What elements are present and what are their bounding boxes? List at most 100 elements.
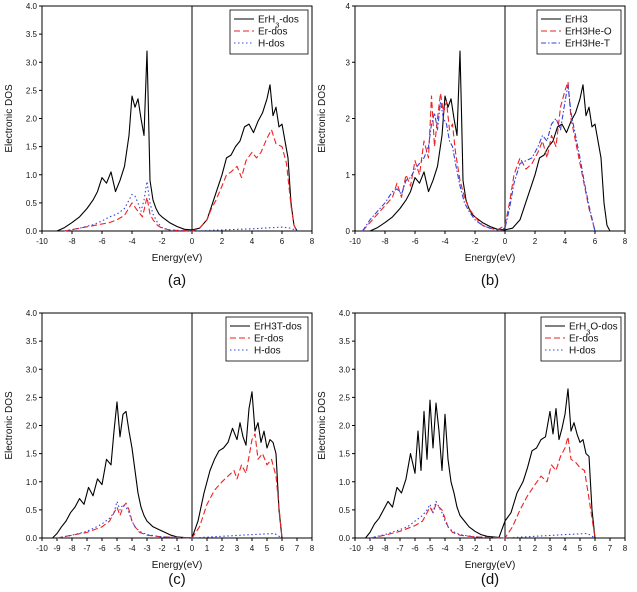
series-line (64, 129, 298, 232)
x-tick-label: -6 (98, 237, 106, 246)
y-axis-title: Electronic DOS (4, 84, 15, 153)
x-axis-title: Energy(eV) (465, 253, 516, 264)
x-tick-label: -8 (381, 237, 389, 246)
x-tick-label: 8 (623, 237, 628, 246)
x-tick-label: 6 (593, 544, 598, 553)
x-tick-label: 5 (265, 544, 270, 553)
x-axis-title: Energy(eV) (465, 560, 516, 571)
panel-caption: (a) (168, 272, 186, 289)
y-tick-label: 1.5 (339, 450, 351, 459)
legend-label: ErH3 (565, 15, 588, 26)
chart-panel: -10 -8 -6 -4 -2 0 2 4 6 8 0.0 0.5 1.0 1.5 2.0 2.5 3.0 3.5… (4, 2, 315, 289)
y-tick-label: 2.0 (339, 422, 351, 431)
x-tick-label: -10 (349, 237, 361, 246)
y-tick-label: 3.0 (26, 58, 38, 67)
x-tick-label: 3 (548, 544, 553, 553)
chart-panel: -10 -9 -8 -7 -6 -5 -4 -3 -2 -1 0 1 2 3 4 5 6 7 80.00.51.01… (4, 309, 315, 588)
x-tick-label: -2 (471, 544, 479, 553)
legend-label: H-dos (569, 346, 596, 357)
series-line (52, 391, 283, 539)
x-tick-label: 4 (250, 544, 255, 553)
series-line (56, 50, 298, 232)
x-tick-label: 4 (250, 237, 255, 246)
y-tick-label: 2.5 (339, 393, 351, 402)
series-line (362, 81, 596, 232)
x-tick-label: 8 (623, 544, 628, 553)
x-tick-label: 3 (235, 544, 240, 553)
series-line (369, 500, 596, 539)
panel-caption: (c) (168, 571, 186, 588)
x-tick-label: -6 (411, 544, 419, 553)
x-tick-label: 1 (205, 544, 210, 553)
x-tick-label: 4 (563, 544, 568, 553)
x-tick-label: 0 (190, 237, 195, 246)
x-tick-label: -1 (173, 544, 181, 553)
y-tick-label: 3.0 (26, 365, 38, 374)
x-tick-label: 6 (280, 544, 285, 553)
legend-label: Er-dos (258, 27, 287, 38)
legend-label: H-dos (254, 346, 281, 357)
legend-box (540, 316, 622, 362)
x-tick-label: 1 (518, 544, 523, 553)
legend-label: Er-dos (569, 334, 598, 345)
legend-label: ErH3O-dos (569, 322, 618, 337)
y-tick-label: 0.0 (26, 227, 38, 236)
x-tick-label: 2 (533, 237, 538, 246)
legend-label: ErH3He-O (565, 27, 612, 38)
x-tick-label: -7 (83, 544, 91, 553)
y-tick-label: 1.0 (26, 171, 38, 180)
x-tick-label: -10 (36, 544, 48, 553)
y-tick-label: 2.0 (26, 115, 38, 124)
y-tick-label: 1.5 (26, 450, 38, 459)
y-tick-label: 4 (346, 2, 351, 11)
y-axis-title: Electronic DOS (317, 84, 328, 153)
legend-label: ErH3He-T (565, 39, 610, 50)
x-tick-label: 4 (563, 237, 568, 246)
x-tick-label: -10 (349, 544, 361, 553)
y-tick-label: 0 (346, 227, 351, 236)
y-tick-label: 3 (346, 58, 351, 67)
y-tick-label: 4.0 (339, 309, 351, 318)
legend-box (229, 9, 309, 55)
x-tick-label: 7 (295, 544, 300, 553)
y-tick-label: 3.5 (26, 30, 38, 39)
y-tick-label: 1 (346, 171, 351, 180)
legend-label: ErH3-dos (258, 15, 299, 30)
series-line (56, 500, 283, 539)
x-tick-label: -4 (441, 237, 449, 246)
legend-label: Er-dos (254, 334, 283, 345)
x-tick-label: -2 (158, 544, 166, 553)
y-tick-label: 4.0 (26, 2, 38, 11)
x-tick-label: -3 (456, 544, 464, 553)
x-tick-label: -4 (441, 544, 449, 553)
x-tick-label: -7 (396, 544, 404, 553)
y-tick-label: 4.0 (26, 309, 38, 318)
y-tick-label: 3.5 (339, 337, 351, 346)
x-tick-label: 2 (533, 544, 538, 553)
y-tick-label: 0.0 (339, 534, 351, 543)
y-tick-label: 1.5 (26, 143, 38, 152)
x-tick-label: 8 (310, 237, 315, 246)
y-tick-label: 0.5 (26, 506, 38, 515)
x-tick-label: -9 (366, 544, 374, 553)
x-tick-label: 5 (578, 544, 583, 553)
y-tick-label: 2.0 (26, 422, 38, 431)
x-tick-label: -8 (381, 544, 389, 553)
series-line (64, 180, 298, 232)
x-tick-label: 0 (503, 544, 508, 553)
series-line (365, 388, 596, 539)
x-tick-label: -4 (128, 237, 136, 246)
series-line (56, 433, 283, 539)
x-tick-label: 0 (190, 544, 195, 553)
panel-caption: (b) (481, 272, 499, 289)
chart-panel: -10 -8 -6 -4 -2 0 2 4 6 8 0 1 2 3 4 Energy(eV) Electroni… (317, 2, 628, 289)
legend-label: H-dos (258, 39, 285, 50)
legend-label: ErH3T-dos (254, 322, 302, 333)
x-tick-label: -6 (411, 237, 419, 246)
x-tick-label: 2 (220, 237, 225, 246)
y-tick-label: 0.5 (339, 506, 351, 515)
y-tick-label: 0.0 (26, 534, 38, 543)
x-axis-title: Energy(eV) (152, 253, 203, 264)
chart-panel: -10 -9 -8 -7 -6 -5 -4 -3 -2 -1 0 1 2 3 4 5 6 7 80.00.51.01… (317, 309, 628, 588)
